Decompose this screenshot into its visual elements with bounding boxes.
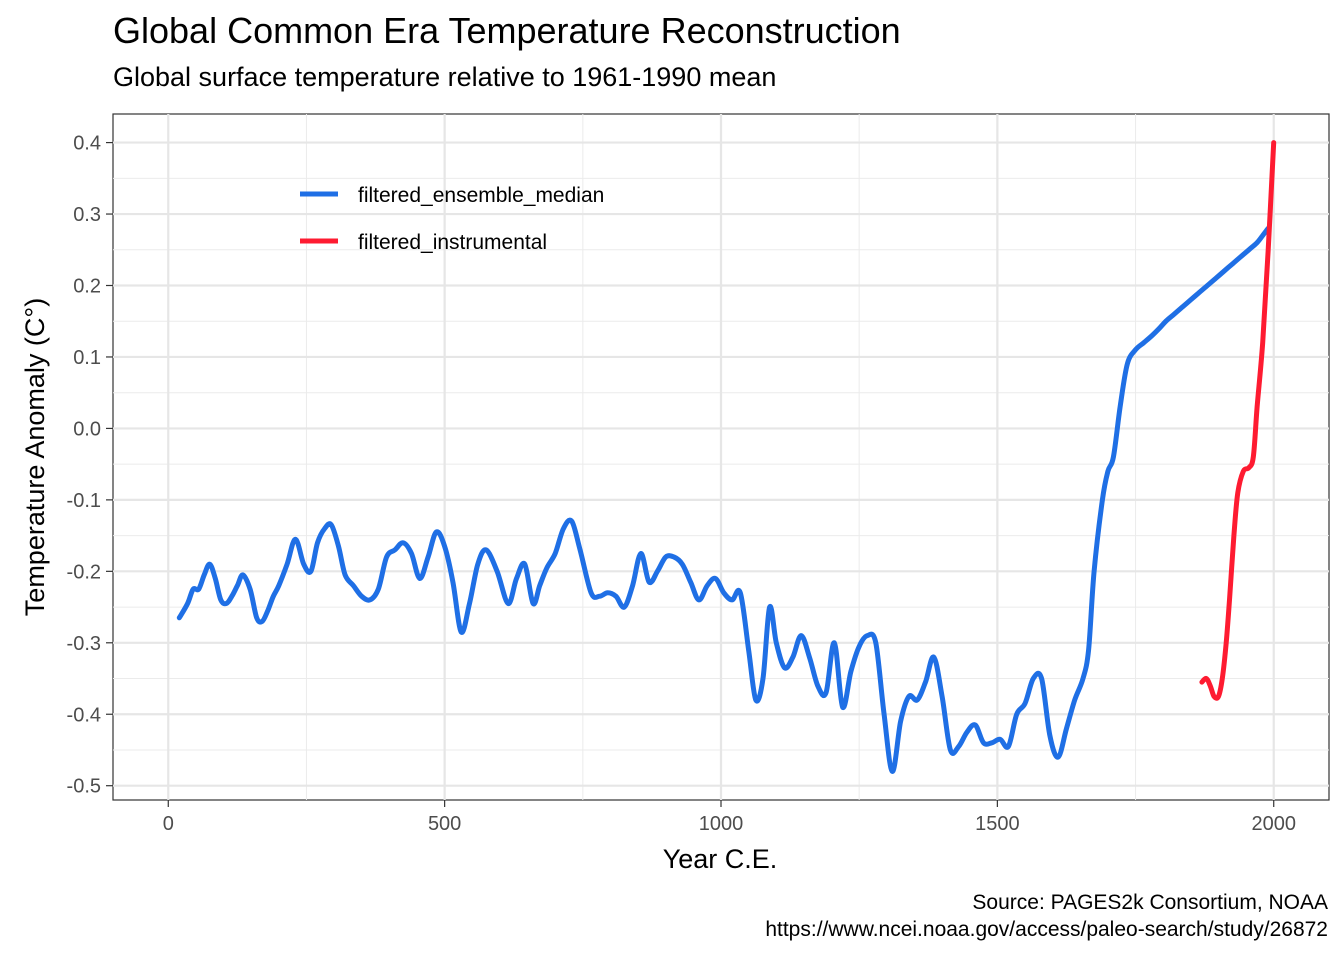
x-axis-ticks: 0 500 1000 1500 2000: [163, 800, 1296, 835]
series-layer: [176, 140, 1277, 774]
chart-subtitle: Global surface temperature relative to 1…: [113, 62, 777, 92]
x-tick-label: 500: [428, 813, 461, 835]
series-line-filtered-instrumental: [1199, 140, 1277, 701]
caption-source: Source: PAGES2k Consortium, NOAA: [972, 891, 1328, 914]
x-tick-label: 1000: [699, 813, 744, 835]
y-tick-label: -0.1: [67, 490, 101, 512]
y-tick-label: 0.4: [73, 133, 101, 155]
y-tick-label: 0.3: [73, 204, 101, 226]
y-tick-label: -0.5: [67, 776, 101, 798]
x-tick-label: 0: [163, 813, 174, 835]
y-tick-label: 0.2: [73, 276, 101, 298]
y-axis-title: Temperature Anomaly (C°): [20, 298, 50, 616]
chart-title: Global Common Era Temperature Reconstruc…: [113, 10, 901, 51]
x-axis-title: Year C.E.: [663, 844, 778, 874]
y-tick-label: -0.4: [67, 704, 101, 726]
legend-label-filtered-ensemble-median: filtered_ensemble_median: [358, 184, 604, 207]
series-line-filtered-ensemble-median: [176, 225, 1271, 774]
caption-url: https://www.ncei.noaa.gov/access/paleo-s…: [765, 918, 1328, 941]
x-tick-label: 2000: [1251, 813, 1296, 835]
legend-label-filtered-instrumental: filtered_instrumental: [358, 231, 547, 254]
y-tick-label: -0.3: [67, 633, 101, 655]
legend: filtered_ensemble_median filtered_instrum…: [300, 184, 604, 254]
y-axis-ticks: -0.5 -0.4 -0.3 -0.2 -0.1 0.0 0.1 0.2 0.3 0.4: [67, 133, 113, 798]
y-tick-label: -0.2: [67, 561, 101, 583]
x-tick-label: 1500: [975, 813, 1020, 835]
y-tick-label: 0.0: [73, 418, 101, 440]
major-grid: [113, 114, 1329, 800]
y-tick-label: 0.1: [73, 347, 101, 369]
